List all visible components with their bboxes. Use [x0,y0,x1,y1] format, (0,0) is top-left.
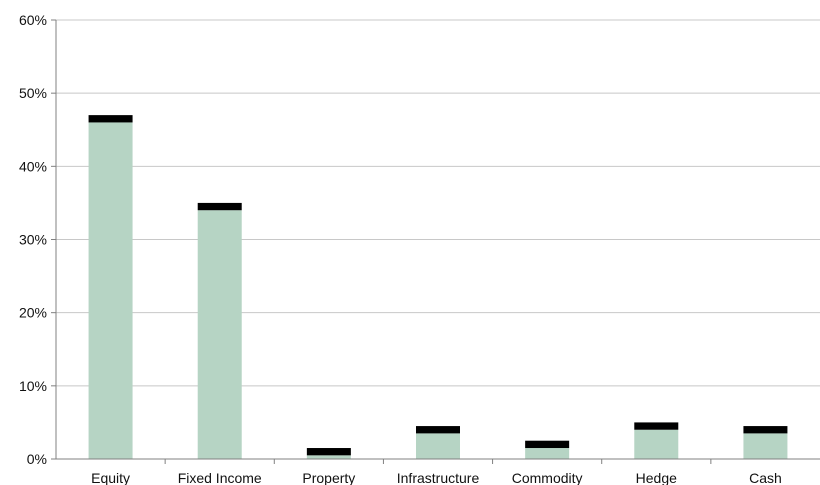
bar-cap-equity [88,115,133,123]
bar-cap-fixed-income [197,202,242,211]
y-tick-label: 10% [19,378,47,394]
bar-hedge [634,429,679,459]
x-tick-labels: Equity Fixed Income Property Infrastructure… [91,459,782,485]
y-tick-label: 0% [27,451,47,467]
y-tick-label: 20% [19,305,47,321]
x-tick-label: Fixed Income [178,470,262,485]
x-tick-label: Infrastructure [397,470,480,485]
x-tick-label: Commodity [512,470,583,485]
y-tick-label: 60% [19,12,47,28]
bar-cap-hedge [634,422,679,430]
bar-fixed-income [197,210,242,459]
x-tick-label: Equity [91,470,130,485]
bar-equity [88,122,133,459]
bar-infrastructure [416,433,460,459]
y-tick-label: 30% [19,232,47,248]
bar-cap-infrastructure [416,426,460,434]
bar-cap-property [306,448,351,456]
x-tick-label: Cash [749,470,782,485]
x-tick-label: Hedge [636,470,677,485]
bar-cap-cash [743,426,788,434]
bar-commodity [525,448,570,459]
bars [88,115,788,459]
bar-property [306,455,351,459]
gridlines [56,19,820,387]
y-tick-labels: 0% 10% 20% 30% 40% 50% 60% [19,12,56,467]
y-tick-label: 50% [19,85,47,101]
bar-cap-commodity [525,440,570,449]
x-tick-label: Property [302,470,355,485]
bar-cash [743,433,788,459]
y-tick-label: 40% [19,158,47,174]
